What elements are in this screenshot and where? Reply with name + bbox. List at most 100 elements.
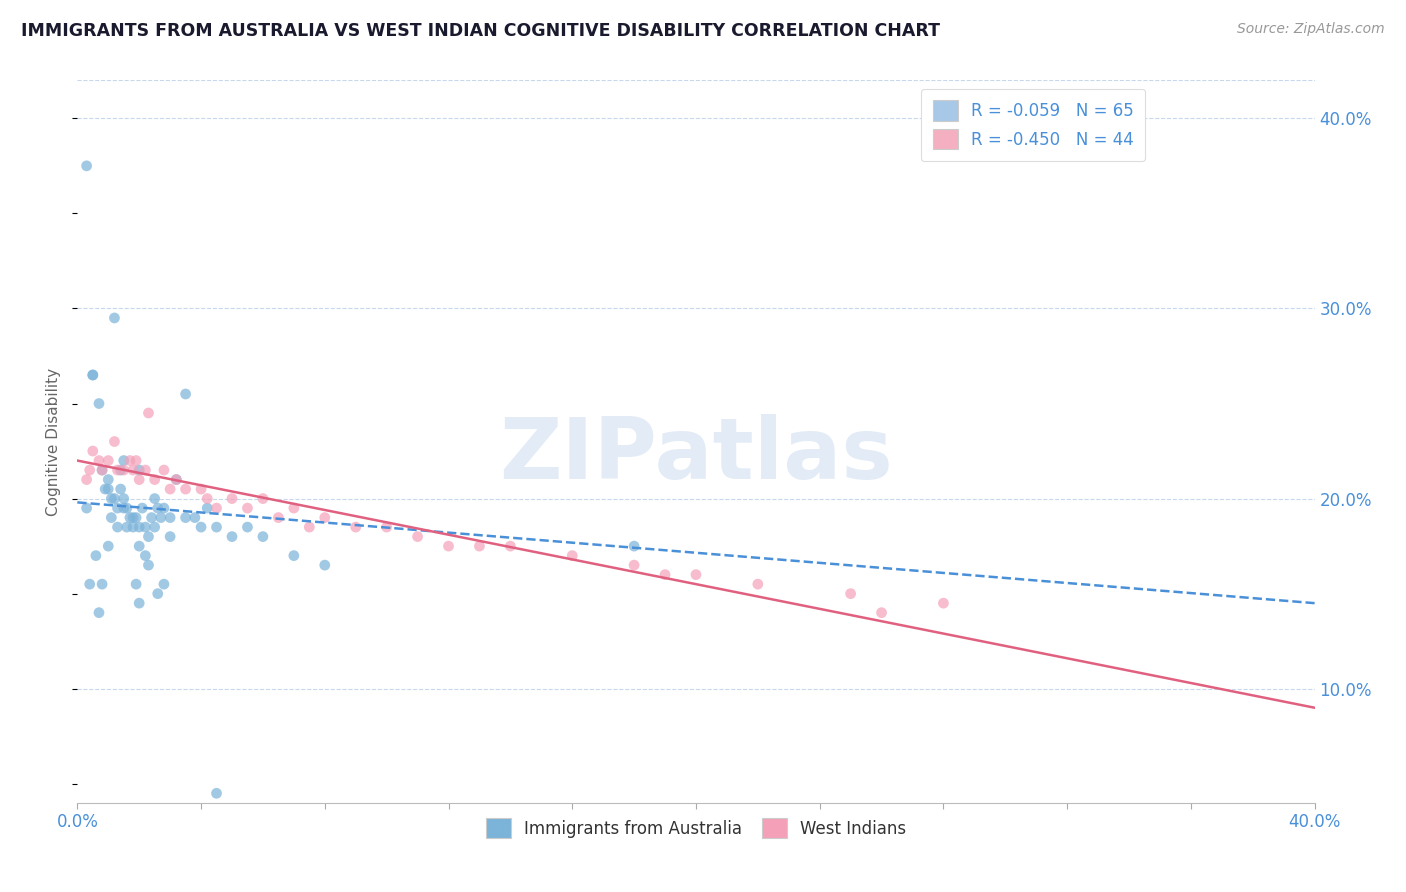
Point — [118, 510, 141, 524]
Point — [283, 501, 305, 516]
Point — [125, 510, 148, 524]
Point — [87, 453, 110, 467]
Point — [87, 396, 110, 410]
Point — [128, 473, 150, 487]
Point — [314, 558, 336, 573]
Point — [468, 539, 491, 553]
Point — [122, 463, 145, 477]
Point — [499, 539, 522, 553]
Point — [195, 491, 218, 506]
Point — [221, 491, 243, 506]
Point — [82, 444, 104, 458]
Point — [236, 520, 259, 534]
Point — [174, 510, 197, 524]
Point — [747, 577, 769, 591]
Point — [839, 587, 862, 601]
Text: ZIPatlas: ZIPatlas — [499, 415, 893, 498]
Point — [870, 606, 893, 620]
Point — [79, 463, 101, 477]
Point — [561, 549, 583, 563]
Point — [128, 520, 150, 534]
Point — [205, 501, 228, 516]
Point — [267, 510, 290, 524]
Point — [190, 482, 212, 496]
Point — [344, 520, 367, 534]
Point — [97, 473, 120, 487]
Point — [134, 520, 156, 534]
Point — [138, 558, 160, 573]
Point — [76, 159, 98, 173]
Point — [131, 501, 153, 516]
Point — [159, 482, 181, 496]
Point — [134, 549, 156, 563]
Point — [236, 501, 259, 516]
Legend: Immigrants from Australia, West Indians: Immigrants from Australia, West Indians — [479, 812, 912, 845]
Point — [174, 387, 197, 401]
Y-axis label: Cognitive Disability: Cognitive Disability — [46, 368, 62, 516]
Point — [125, 577, 148, 591]
Point — [128, 539, 150, 553]
Point — [97, 482, 120, 496]
Point — [82, 368, 104, 382]
Point — [685, 567, 707, 582]
Point — [146, 587, 169, 601]
Point — [138, 406, 160, 420]
Point — [122, 510, 145, 524]
Point — [190, 520, 212, 534]
Point — [112, 491, 135, 506]
Point — [153, 463, 176, 477]
Point — [174, 482, 197, 496]
Point — [112, 501, 135, 516]
Point — [97, 539, 120, 553]
Point — [91, 463, 114, 477]
Point — [97, 453, 120, 467]
Point — [138, 530, 160, 544]
Point — [252, 530, 274, 544]
Point — [165, 473, 187, 487]
Point — [143, 520, 166, 534]
Point — [143, 491, 166, 506]
Point — [165, 473, 187, 487]
Point — [141, 510, 163, 524]
Text: Source: ZipAtlas.com: Source: ZipAtlas.com — [1237, 22, 1385, 37]
Point — [146, 501, 169, 516]
Point — [122, 520, 145, 534]
Point — [107, 463, 129, 477]
Point — [107, 501, 129, 516]
Point — [79, 577, 101, 591]
Point — [623, 539, 645, 553]
Point — [406, 530, 429, 544]
Point — [84, 549, 107, 563]
Point — [115, 520, 138, 534]
Point — [100, 510, 122, 524]
Point — [103, 491, 125, 506]
Point — [91, 577, 114, 591]
Point — [76, 473, 98, 487]
Point — [100, 491, 122, 506]
Point — [314, 510, 336, 524]
Point — [149, 510, 172, 524]
Point — [112, 453, 135, 467]
Point — [87, 606, 110, 620]
Text: IMMIGRANTS FROM AUSTRALIA VS WEST INDIAN COGNITIVE DISABILITY CORRELATION CHART: IMMIGRANTS FROM AUSTRALIA VS WEST INDIAN… — [21, 22, 941, 40]
Point — [110, 463, 132, 477]
Point — [195, 501, 218, 516]
Point — [110, 482, 132, 496]
Point — [437, 539, 460, 553]
Point — [82, 368, 104, 382]
Point — [221, 530, 243, 544]
Point — [118, 453, 141, 467]
Point — [112, 463, 135, 477]
Point — [103, 434, 125, 449]
Point — [125, 453, 148, 467]
Point — [153, 577, 176, 591]
Point — [76, 501, 98, 516]
Point — [184, 510, 207, 524]
Point — [153, 501, 176, 516]
Point — [134, 463, 156, 477]
Point — [107, 520, 129, 534]
Point — [143, 473, 166, 487]
Point — [128, 596, 150, 610]
Point — [298, 520, 321, 534]
Point — [159, 530, 181, 544]
